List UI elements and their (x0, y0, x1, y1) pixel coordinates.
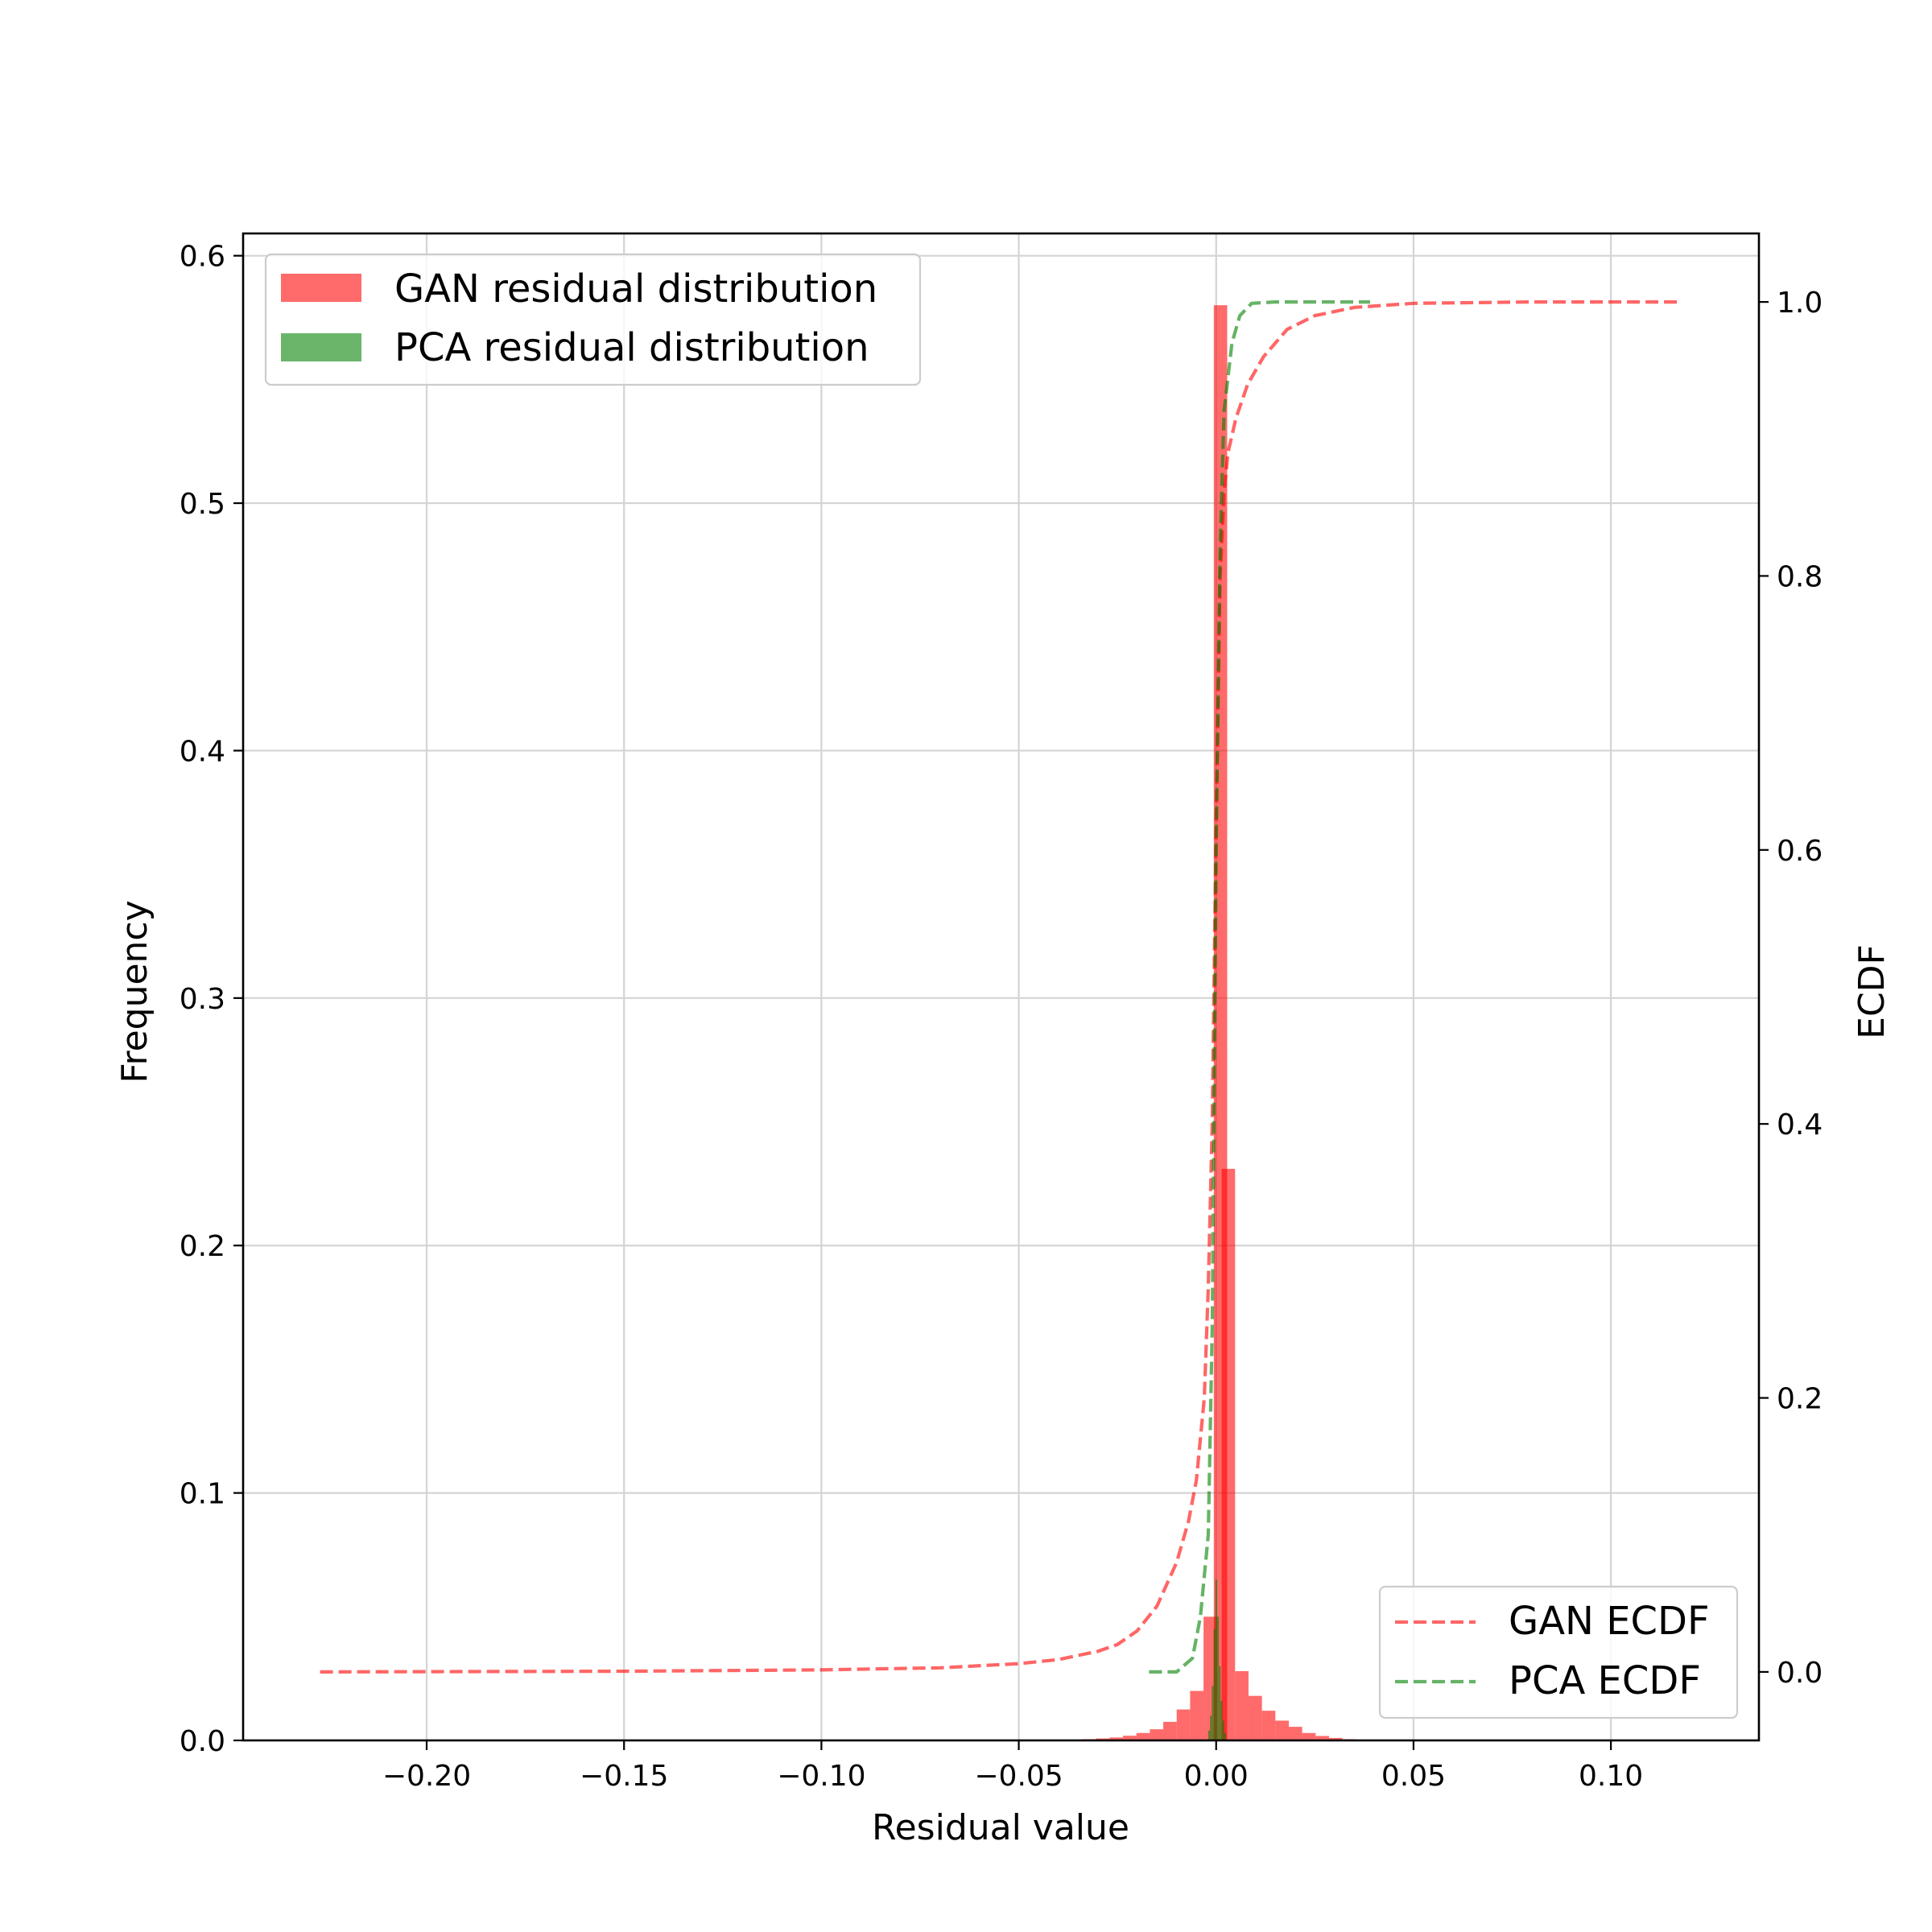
x-tick-label: −0.20 (382, 1760, 471, 1793)
histogram-bar-gan (1163, 1721, 1177, 1740)
x-axis-label: Residual value (872, 1807, 1129, 1848)
x-tick-label: −0.15 (580, 1760, 668, 1793)
axis-ticks: −0.20 −0.15 −0.10 −0.05 0.00 0.05 0.10 0.0 0.1 0.… (180, 241, 1823, 1793)
histogram-bar-gan (1109, 1737, 1124, 1740)
legend-label-gan-ecdf: GAN ECDF (1509, 1599, 1710, 1644)
histogram-bar-pca (1215, 1579, 1217, 1740)
ecdf-lines (320, 299, 1682, 1674)
histogram-bar-gan (1288, 1727, 1302, 1740)
histogram-bar-pca (1220, 1700, 1223, 1740)
y2-tick-label: 0.6 (1777, 835, 1823, 868)
y2-tick-label: 0.2 (1777, 1383, 1823, 1416)
y-tick-label: 0.1 (180, 1478, 225, 1511)
histogram-bar-gan (1328, 1737, 1343, 1740)
legend-histograms: GAN residual distribution PCA residual d… (264, 253, 922, 386)
y-tick-label: 0.2 (180, 1230, 225, 1263)
y-axis-label: Frequency (114, 900, 155, 1083)
histogram-bar-pca (1210, 1715, 1212, 1740)
y-tick-label: 0.4 (180, 735, 225, 768)
x-tick-label: −0.10 (777, 1760, 865, 1793)
histogram-bar-gan (1248, 1695, 1262, 1740)
histogram-bar-gan (1261, 1711, 1276, 1740)
histogram-bar-pca (1224, 1732, 1227, 1740)
y2-tick-label: 0.0 (1777, 1657, 1823, 1690)
y-tick-label: 0.5 (180, 488, 225, 521)
ecdf-line-gan (320, 299, 1682, 1674)
histogram-bar-pca (1208, 1730, 1211, 1740)
histogram-bar-gan (1176, 1709, 1191, 1740)
histogram-bar-gan (1315, 1736, 1329, 1740)
y-tick-label: 0.6 (180, 241, 225, 274)
histogram-bar-pca (1216, 1616, 1220, 1740)
ecdf-line-pca (1149, 299, 1370, 1674)
histogram-bar-pca (1222, 1720, 1224, 1740)
y2-tick-label: 0.8 (1777, 560, 1823, 593)
histogram-bar-gan (1221, 1168, 1236, 1740)
legend-histograms-box (264, 253, 922, 386)
histogram-bar-pca (1213, 1629, 1216, 1740)
x-tick-label: 0.10 (1579, 1760, 1643, 1793)
histogram-bar-gan (1235, 1670, 1249, 1740)
histogram-bar-pca (1212, 1686, 1214, 1740)
histogram-bar-gan (1136, 1732, 1150, 1740)
x-tick-label: 0.05 (1381, 1760, 1446, 1793)
histogram-bar-gan (1302, 1732, 1316, 1740)
legend-label-pca-hist: PCA residual distribution (394, 325, 869, 370)
x-tick-label: −0.05 (974, 1760, 1063, 1793)
legend-swatch-gan (281, 274, 361, 302)
plot-frame (242, 232, 1761, 1742)
histogram-bar-gan (1275, 1720, 1289, 1740)
histogram-bar-gan (1123, 1736, 1137, 1740)
histogram-bar-gan (1190, 1690, 1204, 1740)
histogram-bar-pca (1219, 1666, 1221, 1740)
y2-tick-label: 0.4 (1777, 1108, 1823, 1141)
legend-swatch-pca (281, 333, 361, 361)
y-tick-label: 0.3 (180, 983, 225, 1016)
histogram-bar-gan (1150, 1729, 1164, 1740)
y2-axis-label: ECDF (1852, 944, 1893, 1039)
y2-tick-label: 1.0 (1777, 287, 1823, 320)
legend-ecdf: GAN ECDF PCA ECDF (1378, 1585, 1739, 1719)
x-tick-label: 0.00 (1184, 1760, 1249, 1793)
legend-label-gan-hist: GAN residual distribution (394, 266, 877, 312)
legend-ecdf-box (1378, 1585, 1739, 1719)
legend-label-pca-ecdf: PCA ECDF (1509, 1658, 1701, 1703)
y-tick-label: 0.0 (180, 1725, 225, 1758)
